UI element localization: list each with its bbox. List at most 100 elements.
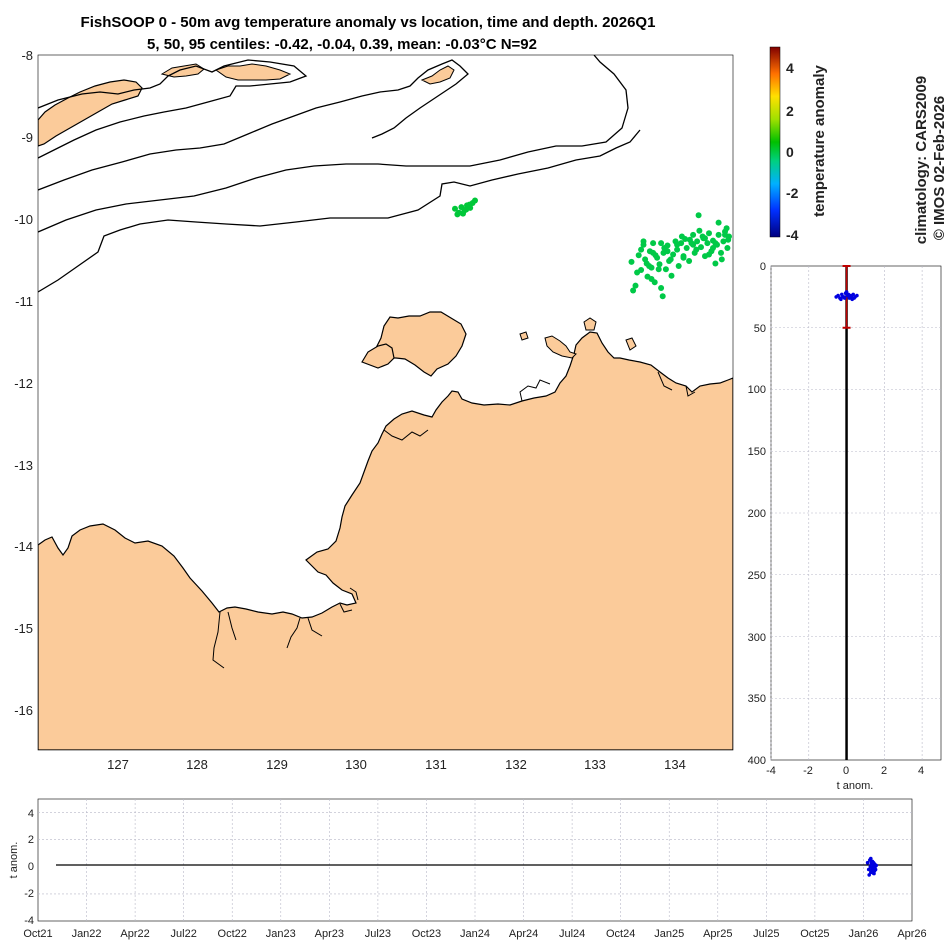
map-point-cluster-east xyxy=(674,241,681,248)
depth-y-tick: 350 xyxy=(748,693,766,705)
map-point-cluster-east xyxy=(690,231,697,238)
map-point-cluster-east xyxy=(646,263,653,269)
contour-1 xyxy=(38,59,308,159)
time-point xyxy=(865,860,870,865)
map-point-cluster-east xyxy=(686,236,693,243)
time-point xyxy=(866,867,871,872)
map-point-cluster-east xyxy=(723,225,730,232)
map-point-cluster-east xyxy=(680,254,687,261)
map-point-cluster-east xyxy=(698,244,704,251)
imos-credit: © IMOS 02-Feb-2026 xyxy=(931,96,948,240)
time-y-tick: -2 xyxy=(24,888,34,900)
time-x-tick: Jan22 xyxy=(72,928,102,940)
map-point-cluster-west xyxy=(452,205,458,212)
depth-y-tick: 300 xyxy=(748,632,766,644)
time-series-panel: 4 2 0 -2 -4 Oct21 Jan22 Apr22 Jul22 Oct22 Jan… xyxy=(8,798,927,940)
time-x-tick: Oct24 xyxy=(606,928,635,940)
time-point xyxy=(870,868,874,872)
colorbar: 4 2 0 -2 -4 temperature anomaly xyxy=(769,46,828,243)
map-point-cluster-east xyxy=(648,276,655,282)
map-y-tick: -13 xyxy=(14,458,33,473)
time-x-tick: Jan23 xyxy=(266,928,296,940)
time-x-tick: Apr24 xyxy=(509,928,538,940)
map-x-tick: 132 xyxy=(505,757,527,772)
time-x-tick: Oct23 xyxy=(412,928,441,940)
map-point-cluster-east xyxy=(675,263,682,269)
map-y-tick: -15 xyxy=(14,621,33,636)
map-point-cluster-east xyxy=(659,293,666,300)
depth-x-ticks: -4 -2 0 2 4 xyxy=(766,765,924,777)
time-x-tick: Oct21 xyxy=(23,928,52,940)
time-data-points xyxy=(865,856,878,877)
map-point-cluster-east xyxy=(704,240,711,247)
colorbar-tick: 4 xyxy=(786,60,794,76)
map-y-tick: -10 xyxy=(14,212,33,227)
colorbar-label: temperature anomaly xyxy=(811,64,828,216)
map-point-cluster-east xyxy=(706,251,712,258)
time-y-tick: -4 xyxy=(24,915,34,927)
depth-y-tick: 150 xyxy=(748,446,766,458)
depth-y-tick: 100 xyxy=(748,384,766,396)
map-point-cluster-east xyxy=(686,258,693,264)
map-point-cluster-east xyxy=(670,251,677,258)
time-x-tick: Jul22 xyxy=(171,928,197,940)
depth-x-label: t anom. xyxy=(837,780,874,792)
time-y-tick: 0 xyxy=(28,861,34,873)
depth-y-tick: 250 xyxy=(748,570,766,582)
time-x-tick: Jul24 xyxy=(559,928,585,940)
cobourg-islands xyxy=(519,317,637,359)
depth-profile-panel: 0 50 100 150 200 250 300 350 400 -4 -2 0… xyxy=(748,261,942,792)
mainland xyxy=(38,331,733,750)
map-point-cluster-east xyxy=(640,238,647,245)
map-y-ticks: -8 -9 -10 -11 -12 -13 -14 -15 -16 xyxy=(14,48,33,718)
depth-data-points xyxy=(834,290,859,302)
map-x-ticks: 127 128 129 130 131 132 133 134 xyxy=(107,757,686,772)
map-point-cluster-west xyxy=(466,201,473,208)
map-y-tick: -14 xyxy=(14,539,33,554)
map-point-cluster-east xyxy=(720,238,727,245)
map-point-cluster-east xyxy=(668,272,675,279)
map-point-cluster-east xyxy=(718,249,724,256)
map-point-cluster-east xyxy=(693,246,700,253)
contour-3 xyxy=(38,55,629,233)
colorbar-tick: -2 xyxy=(786,185,799,201)
map-y-tick: -11 xyxy=(15,294,33,309)
map-panel: 127 128 129 130 131 132 133 134 -8 -9 -1… xyxy=(14,48,734,772)
map-point-cluster-east xyxy=(656,261,663,268)
depth-x-tick: -4 xyxy=(766,765,776,777)
map-point-cluster-east xyxy=(652,252,659,259)
coast-detail xyxy=(212,371,696,669)
time-y-label: t anom. xyxy=(8,842,20,879)
time-x-tick: Jul25 xyxy=(753,928,779,940)
map-frame xyxy=(37,54,734,751)
map-content xyxy=(38,55,733,750)
map-point-cluster-east xyxy=(690,241,697,248)
map-point-cluster-east xyxy=(702,235,708,242)
colorbar-tick: 2 xyxy=(786,103,794,119)
map-x-tick: 133 xyxy=(584,757,606,772)
map-y-tick: -9 xyxy=(21,130,33,145)
map-point-cluster-east xyxy=(696,227,703,234)
map-point-cluster-east xyxy=(632,282,639,289)
time-x-tick: Jan24 xyxy=(460,928,490,940)
map-point-cluster-west xyxy=(454,211,461,218)
depth-x-tick: 0 xyxy=(843,765,849,777)
depth-point xyxy=(841,295,845,299)
depth-point xyxy=(839,297,843,302)
time-point xyxy=(871,871,875,875)
time-point xyxy=(869,856,873,861)
map-point-cluster-east xyxy=(706,230,712,237)
map-point-cluster-east xyxy=(667,256,674,263)
depth-point xyxy=(852,296,856,300)
time-x-tick: Apr23 xyxy=(315,928,344,940)
depth-y-tick: 200 xyxy=(748,508,766,520)
colorbar-tick: 0 xyxy=(786,144,794,160)
time-y-tick: 4 xyxy=(28,808,34,820)
map-point-cluster-east xyxy=(662,266,669,273)
time-x-tick: Apr22 xyxy=(120,928,149,940)
map-point-cluster-east xyxy=(628,258,635,265)
melville-island xyxy=(368,311,467,377)
time-y-ticks: 4 2 0 -2 -4 xyxy=(24,808,34,927)
map-point-cluster-east xyxy=(655,266,662,273)
